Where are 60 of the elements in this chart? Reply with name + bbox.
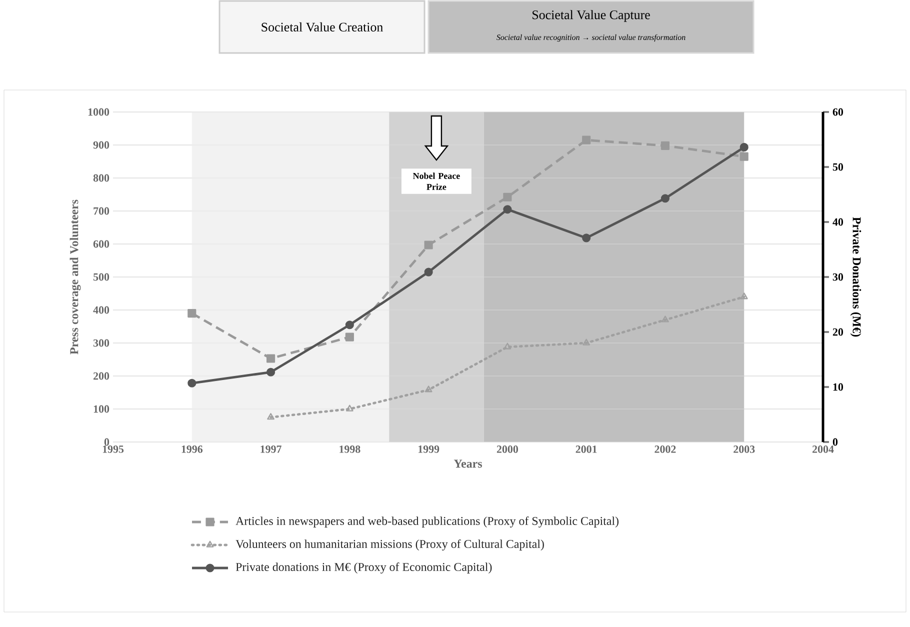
y2-tick-label: 40	[832, 218, 844, 226]
x-tick-label: 1998	[340, 446, 360, 453]
point	[424, 268, 433, 276]
y-tick-label: 400	[93, 306, 110, 314]
point	[582, 338, 590, 346]
x-tick-label: 2000	[496, 446, 518, 453]
y2-tick-label: 30	[832, 273, 844, 281]
y-tick-label: 200	[93, 372, 110, 380]
x-tick-label: 2002	[654, 446, 676, 453]
y-tick-label: 900	[93, 141, 110, 149]
point	[504, 342, 512, 350]
point	[582, 136, 591, 144]
y-tick-label: 1000	[88, 108, 110, 116]
y-tick-label: 800	[93, 174, 110, 182]
x-tick-label: 1995	[102, 446, 124, 453]
point	[740, 292, 748, 300]
x-tick-label: 1996	[182, 446, 203, 453]
y2-tick-label: 20	[832, 328, 844, 336]
point	[346, 404, 354, 412]
x-tick-label: 2004	[812, 446, 834, 453]
point	[660, 141, 670, 150]
legend-label: Private donations in M€ (Proxy of Economic Capital)	[236, 562, 492, 574]
point	[662, 316, 669, 322]
point	[188, 309, 196, 318]
y-tick-label: 600	[93, 240, 110, 248]
point	[345, 320, 354, 330]
point	[424, 386, 432, 392]
point	[660, 194, 670, 203]
y2-axis-title: Private Donations (M€)	[850, 217, 862, 337]
y2-tick-label: 10	[833, 383, 844, 391]
point	[267, 413, 274, 420]
point	[740, 142, 748, 152]
point	[188, 378, 196, 388]
y2-tick-label: 0	[832, 438, 838, 446]
x-tick-label: 1997	[260, 446, 282, 453]
legend-label: Volunteers on humanitarian missions (Proxy of Cultural Capital)	[236, 539, 544, 550]
legend-label: Articles in newspapers and web-based publications (Proxy of Symbolic Capital)	[236, 516, 619, 528]
y-tick-label: 500	[93, 273, 110, 281]
x-tick-label: 1999	[418, 446, 440, 453]
point	[740, 152, 748, 161]
point	[266, 368, 276, 376]
point	[266, 354, 276, 363]
y-tick-label: 300	[93, 339, 110, 347]
y-axis-title: Press coverage and Volunteers	[70, 200, 81, 354]
text: Societal Value Capture	[532, 10, 650, 22]
point	[345, 332, 354, 342]
y2-tick-label: 50	[832, 163, 844, 171]
y-tick-label: 700	[94, 207, 110, 215]
point	[582, 234, 591, 242]
x-tick-label: 2001	[576, 446, 597, 453]
point	[503, 205, 512, 214]
y-tick-label: 100	[94, 405, 110, 413]
x-tick-label: 2003	[734, 446, 755, 453]
point	[503, 192, 512, 202]
point	[424, 240, 433, 250]
y-tick-label: 0	[104, 438, 110, 446]
y2-tick-label: 60	[832, 108, 844, 116]
text: Societal Value Creation	[262, 22, 383, 32]
x-axis-title: Years	[454, 460, 482, 468]
annotation: Nobel Peace Prize	[412, 172, 460, 190]
